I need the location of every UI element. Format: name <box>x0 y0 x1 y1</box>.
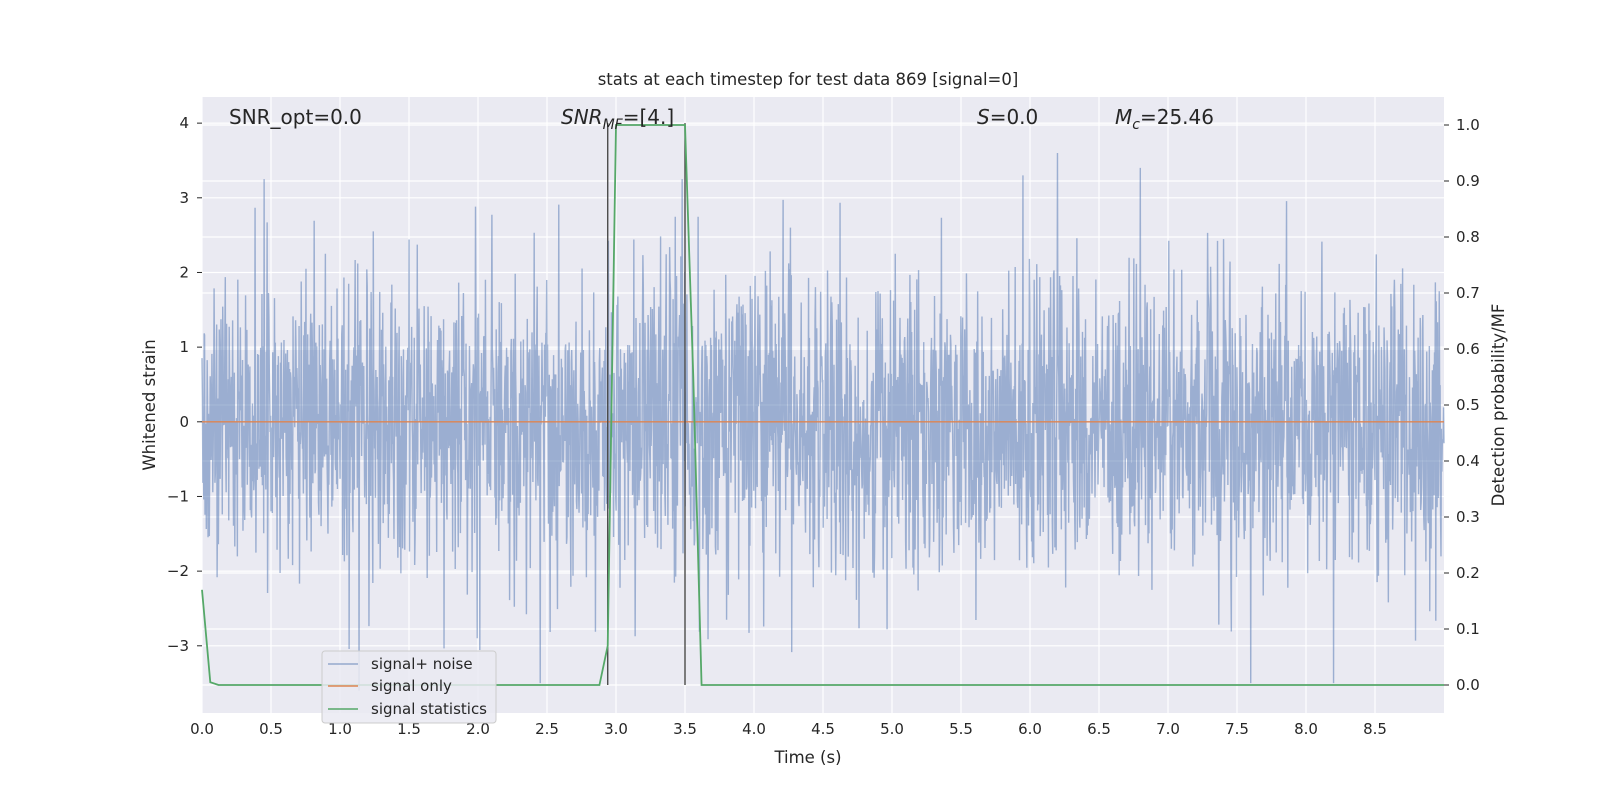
y-tick-label: −2 <box>167 562 189 580</box>
x-tick-label: 5.5 <box>949 720 973 738</box>
x-tick-label: 6.5 <box>1087 720 1111 738</box>
y-tick-label: −1 <box>167 487 189 505</box>
y-tick-label: 0 <box>179 413 189 431</box>
x-tick-label: 4.0 <box>742 720 766 738</box>
x-tick-label: 0.5 <box>259 720 283 738</box>
x-tick-label: 2.5 <box>535 720 559 738</box>
s-symbol: S <box>977 105 990 129</box>
s-value: =0.0 <box>990 105 1039 129</box>
y-right-tick-label: 0.8 <box>1456 228 1480 246</box>
x-tick-label: 3.5 <box>673 720 697 738</box>
x-tick-label: 2.0 <box>466 720 490 738</box>
signal-statistics-line <box>201 124 1444 686</box>
y-right-tick-label: 0.5 <box>1456 396 1480 414</box>
mc-symbol: M <box>1115 105 1132 129</box>
y-tick-label: 3 <box>179 189 189 207</box>
x-tick-label: 7.5 <box>1225 720 1249 738</box>
legend-box <box>321 650 497 724</box>
y-tick-label: −3 <box>167 637 189 655</box>
x-tick-label: 4.5 <box>811 720 835 738</box>
x-tick-label: 0.0 <box>190 720 214 738</box>
x-tick-label: 1.0 <box>328 720 352 738</box>
snr-opt-annotation: SNR_opt=0.0 <box>229 105 362 129</box>
y-right-tick-label: 0.0 <box>1456 676 1480 694</box>
y-right-tick-label: 0.9 <box>1456 172 1480 190</box>
y-axis-label: Whitened strain <box>140 339 159 470</box>
x-tick-label: 5.0 <box>880 720 904 738</box>
mc-annotation: Mc=25.46 <box>1115 105 1214 133</box>
x-tick-label: 3.0 <box>604 720 628 738</box>
snr-mf-subscript: MF <box>603 117 624 133</box>
x-tick-label: 8.0 <box>1294 720 1318 738</box>
legend-label-signal-only: signal only <box>371 677 452 695</box>
x-tick-label: 6.0 <box>1018 720 1042 738</box>
y-right-tick-label: 0.2 <box>1456 564 1480 582</box>
x-tick-label: 8.5 <box>1363 720 1387 738</box>
legend-label-signal-noise: signal+ noise <box>371 655 473 673</box>
mc-value: =25.46 <box>1140 105 1214 129</box>
y-tick-label: 2 <box>179 263 189 281</box>
mc-subscript: c <box>1132 117 1140 133</box>
y-tick-label: 4 <box>179 114 189 132</box>
signal-statistics-series <box>201 124 1444 686</box>
y-axis-right-label: Detection probability/MF <box>1489 304 1508 507</box>
signal-noise-series <box>201 152 1445 691</box>
y-right-tick-label: 0.6 <box>1456 340 1480 358</box>
signal-noise-line <box>201 152 1445 691</box>
x-axis-label: Time (s) <box>773 748 841 767</box>
y-right-tick-label: 1.0 <box>1456 116 1480 134</box>
x-tick-label: 7.0 <box>1156 720 1180 738</box>
y-right-tick-label: 0.7 <box>1456 284 1480 302</box>
chart-title: stats at each timestep for test data 869… <box>598 70 1019 89</box>
x-tick-label: 1.5 <box>397 720 421 738</box>
legend-label-signal-statistics: signal statistics <box>371 700 487 718</box>
y-tick-label: 1 <box>179 338 189 356</box>
snr-mf-value: =[4.] <box>623 105 674 129</box>
axis-ticks: 0.0 0.5 1.0 1.5 2.0 2.5 3.0 3.5 4.0 4.5 5.0 5.5 6.0 6… <box>167 114 1480 738</box>
y-right-tick-label: 0.1 <box>1456 620 1480 638</box>
y-right-tick-label: 0.4 <box>1456 452 1480 470</box>
legend: signal+ noise signal only signal statist… <box>321 650 497 724</box>
s-annotation: S=0.0 <box>977 105 1038 129</box>
y-right-tick-label: 0.3 <box>1456 508 1480 526</box>
snr-mf-symbol: SNR <box>561 105 603 129</box>
snr-mf-annotation: SNRMF=[4.] <box>561 105 674 133</box>
